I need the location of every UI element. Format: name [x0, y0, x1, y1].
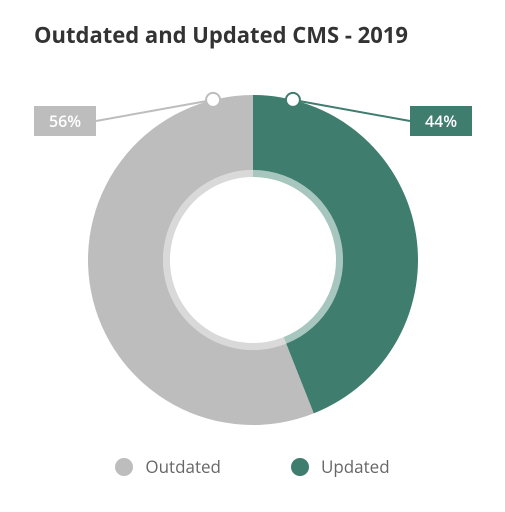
legend-label: Outdated: [145, 455, 221, 478]
chart-container: Outdated and Updated CMS - 2019 44% 56% …: [0, 0, 505, 512]
pct-label-updated: 44%: [410, 106, 472, 136]
donut-chart: [0, 0, 505, 512]
legend-item-outdated: Outdated: [115, 455, 221, 478]
pct-label-outdated: 56%: [34, 106, 96, 136]
chart-legend: Outdated Updated: [0, 455, 505, 478]
legend-swatch-outdated: [115, 458, 133, 476]
legend-label: Updated: [321, 455, 390, 478]
legend-item-updated: Updated: [291, 455, 390, 478]
legend-swatch-updated: [291, 458, 309, 476]
